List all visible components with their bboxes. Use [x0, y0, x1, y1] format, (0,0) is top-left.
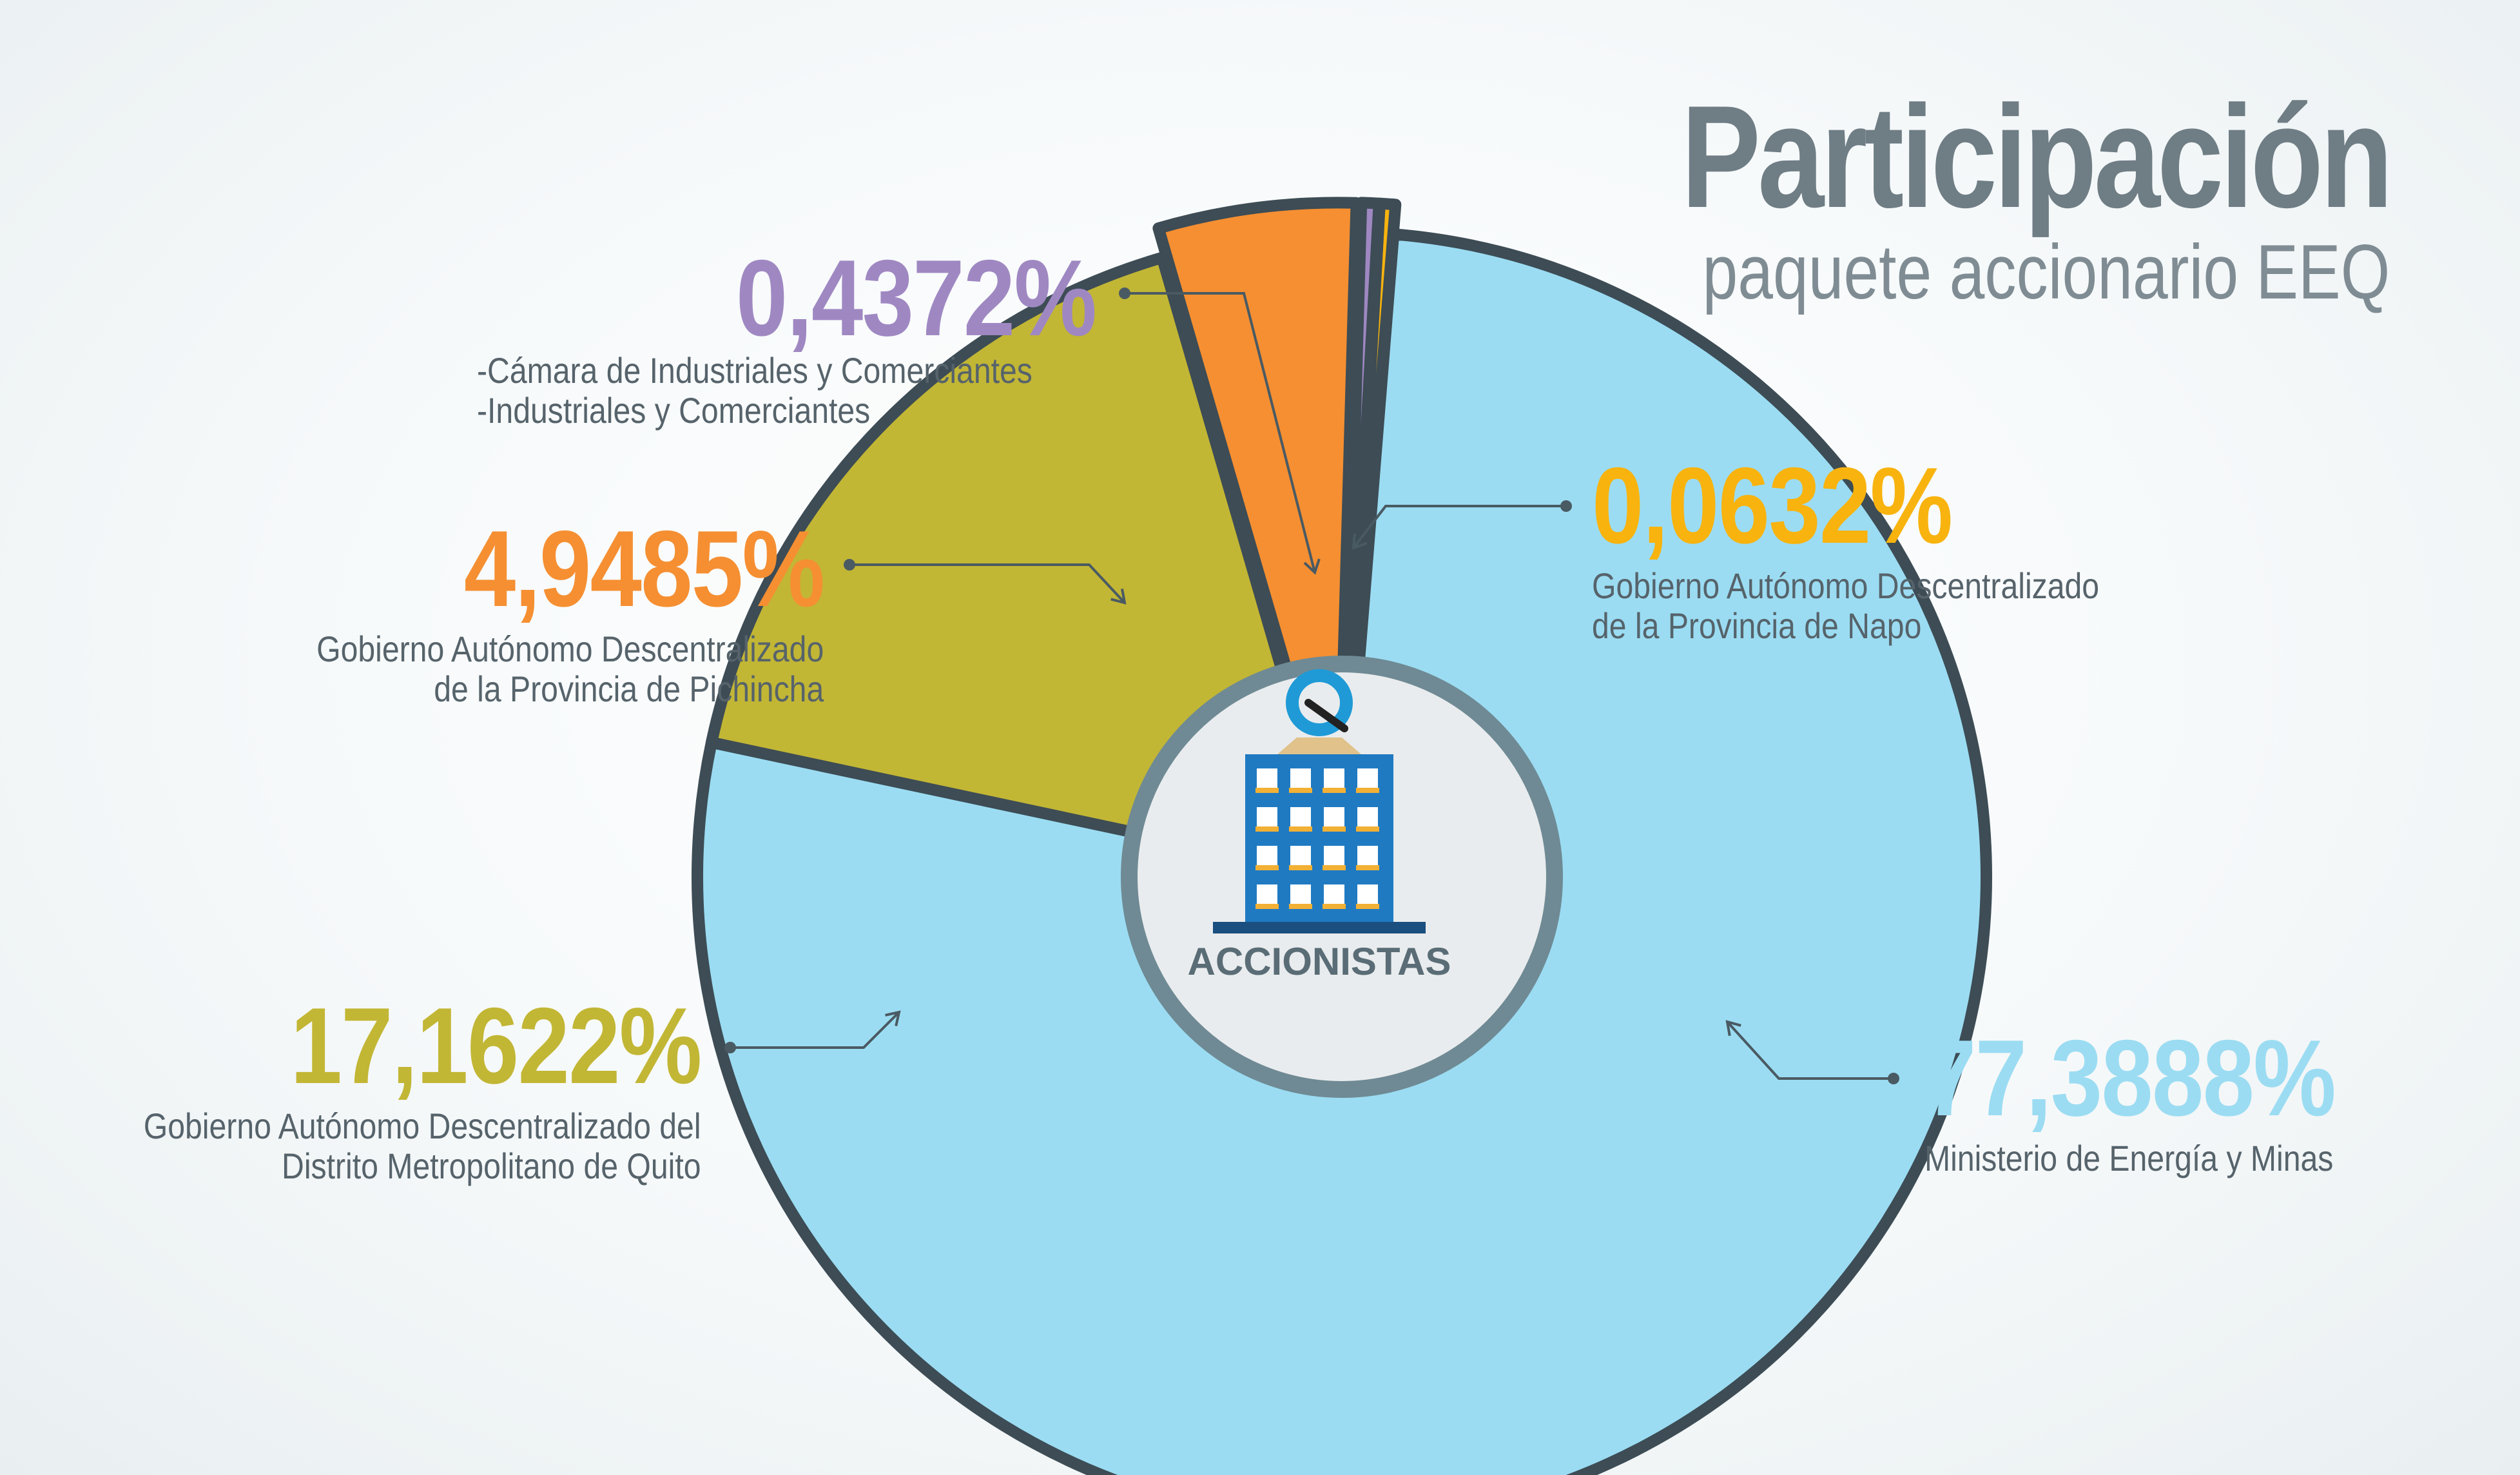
- leader-camara-arrow: [1303, 558, 1321, 575]
- building-window: [1357, 846, 1378, 865]
- value-label-pichincha: 4,9485%: [463, 508, 825, 629]
- building-window: [1290, 768, 1311, 788]
- building-window: [1324, 807, 1344, 826]
- building-sill: [1289, 826, 1312, 832]
- desc-ministerio-line1: Ministerio de Energía y Minas: [1924, 1138, 2334, 1178]
- leader-camara: [1125, 292, 1316, 573]
- building-window: [1324, 884, 1344, 904]
- building-sill: [1323, 826, 1346, 832]
- building-window: [1357, 807, 1378, 826]
- slice-ministerio: [691, 228, 1992, 1475]
- label-quito: 17,1622% Gobierno Autónomo Descentraliza…: [53, 985, 703, 1186]
- leader-napo-arrow: [1352, 533, 1368, 550]
- building-sill: [1255, 865, 1279, 870]
- leader-napo: [1352, 505, 1566, 549]
- building-sill: [1289, 788, 1312, 793]
- desc-napo-line2: de la Provincia de Napo: [1592, 605, 1922, 646]
- building-window: [1290, 884, 1311, 904]
- label-napo: 0,0632% Gobierno Autónomo Descentralizad…: [1592, 451, 2182, 646]
- label-ministerio: 77,3888% Ministerio de Energía y Minas: [1924, 1024, 2402, 1178]
- center-label: ACCIONISTAS: [1188, 940, 1451, 983]
- building-sill: [1323, 865, 1346, 870]
- leader-napo-dot: [1560, 500, 1572, 512]
- building-sill: [1255, 904, 1279, 909]
- label-camara: 0,4372%: [677, 237, 1097, 358]
- building-window: [1257, 884, 1277, 904]
- leader-ministerio-dot: [1888, 1073, 1899, 1084]
- value-label-ministerio: 77,3888%: [1924, 1017, 2336, 1138]
- leader-ministerio: [1726, 1021, 1894, 1080]
- leader-quito: [730, 1011, 900, 1049]
- building-window: [1324, 768, 1344, 788]
- building-window: [1357, 884, 1378, 904]
- building-sill: [1289, 904, 1312, 909]
- logo-q-tail: [1304, 699, 1348, 732]
- desc-camara-line2: -Industriales y Comerciantes: [477, 390, 871, 431]
- desc-pichincha-line1: Gobierno Autónomo Descentralizado: [316, 629, 824, 669]
- building-window: [1257, 768, 1277, 788]
- label-pichincha: 4,9485% Gobierno Autónomo Descentralizad…: [234, 508, 825, 709]
- desc-pichincha-line2: de la Provincia de Pichincha: [433, 669, 824, 709]
- building-sill: [1356, 788, 1379, 793]
- value-label-camara: 0,4372%: [735, 237, 1097, 358]
- building-sill: [1289, 865, 1312, 870]
- desc-camara: -Cámara de Industriales y Comerciantes -…: [477, 351, 1123, 431]
- building-sill: [1323, 904, 1346, 909]
- building-window: [1290, 846, 1311, 865]
- building-sill: [1255, 788, 1279, 793]
- building-window: [1257, 807, 1277, 826]
- building-window: [1324, 846, 1344, 865]
- building-base: [1213, 922, 1426, 933]
- leader-pichincha: [849, 563, 1126, 604]
- building-window: [1357, 768, 1378, 788]
- building-sill: [1356, 904, 1379, 909]
- page-subtitle: paquete accionario EEQ: [1702, 229, 2390, 315]
- logo-q-icon: [1286, 669, 1353, 736]
- building-window: [1257, 846, 1277, 865]
- center-emblem: ACCIONISTAS: [1121, 656, 1563, 1098]
- page-title: Participación: [1681, 75, 2393, 238]
- building-sill: [1356, 826, 1379, 832]
- building-sill: [1356, 865, 1379, 870]
- leader-ministerio-arrow: [1725, 1020, 1741, 1037]
- desc-napo-line1: Gobierno Autónomo Descentralizado: [1592, 565, 2100, 606]
- building-roof: [1277, 738, 1361, 754]
- leader-camara-dot: [1119, 288, 1130, 299]
- building-sill: [1323, 788, 1346, 793]
- value-label-quito: 17,1622%: [291, 985, 703, 1106]
- leader-quito-arrow: [885, 1010, 901, 1026]
- building-window: [1290, 807, 1311, 826]
- desc-quito-line2: Distrito Metropolitano de Quito: [282, 1146, 702, 1186]
- leader-pichincha-arrow: [1110, 589, 1127, 605]
- leader-pichincha-dot: [844, 559, 855, 571]
- desc-camara-line1: -Cámara de Industriales y Comerciantes: [477, 350, 1032, 391]
- building-sill: [1255, 826, 1279, 832]
- leader-quito-dot: [724, 1042, 736, 1053]
- value-label-napo: 0,0632%: [1592, 445, 1953, 566]
- desc-quito-line1: Gobierno Autónomo Descentralizado del: [144, 1106, 701, 1146]
- title-block: Participación paquete accionario EEQ: [1526, 75, 2393, 315]
